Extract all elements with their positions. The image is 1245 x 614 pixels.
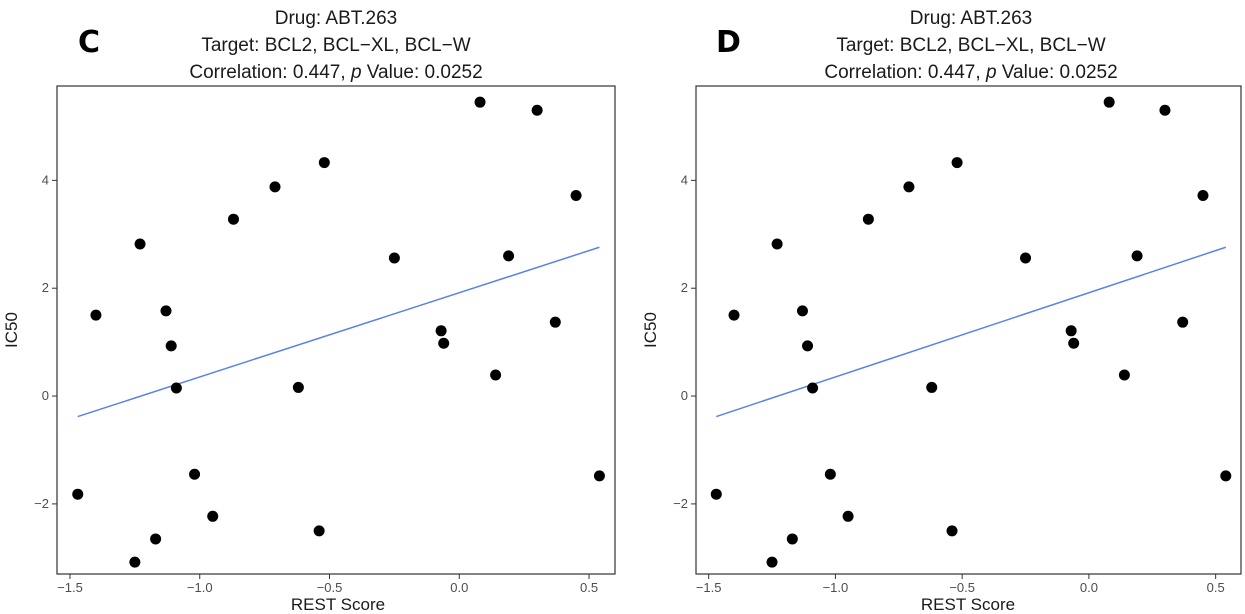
correlation-prefix: Correlation: 0.447, [189,62,351,83]
data-point [490,369,502,381]
data-point [1131,250,1143,262]
data-point [1065,325,1077,337]
scatter-points [72,96,605,568]
x-axis-label: REST Score [921,595,1015,614]
data-point [1220,470,1232,482]
data-point [786,533,798,545]
data-point [1068,337,1080,349]
data-point [766,556,778,568]
data-point [807,382,819,394]
x-tick-label: −1.0 [187,580,213,595]
data-point [90,309,102,321]
correlation-suffix: Value: 0.0252 [362,62,483,83]
data-point [728,309,740,321]
data-point [1103,96,1115,108]
data-point [165,340,177,352]
data-point [170,382,182,394]
plot-frame [56,85,616,575]
fit-line-group [77,246,600,418]
data-point [269,181,281,193]
data-point [796,305,808,317]
p-symbol: p [350,62,362,83]
data-point [824,468,836,480]
x-tick-label: −1.5 [696,580,722,595]
data-point [318,157,330,169]
chart-title-correlation: Correlation: 0.447, p Value: 0.0252 [824,62,1117,83]
scatter-points [710,96,1232,568]
data-point [903,181,915,193]
data-point [1118,369,1130,381]
data-point [951,157,963,169]
data-point [503,250,515,262]
fit-line [716,246,1227,418]
y-tick-label: −2 [34,496,49,511]
x-tick-label: −0.5 [317,580,343,595]
data-point [129,556,141,568]
panel-letter: D [716,25,741,60]
data-point [1020,252,1032,264]
data-point [313,525,325,537]
panel-d: D Drug: ABT.263 Target: BCL2, BCL−XL, BC… [641,8,1242,614]
plot-frame [695,85,1242,575]
x-axis-label: REST Score [291,595,385,614]
data-point [227,213,239,225]
y-axis-label: IC50 [641,312,660,348]
data-point [946,525,958,537]
data-point [531,104,543,116]
data-point [549,316,561,328]
data-point [150,533,162,545]
data-point [1197,189,1209,201]
fit-line [77,246,600,418]
chart-title-correlation: Correlation: 0.447, p Value: 0.0252 [189,62,482,83]
x-tick-label: 0.5 [580,580,598,595]
x-tick-label: 0.0 [1080,580,1098,595]
data-point [1177,316,1189,328]
y-tick-label: 2 [681,280,688,295]
panel-c: C Drug: ABT.263 Target: BCL2, BCL−XL, BC… [2,8,616,614]
chart-title-target: Target: BCL2, BCL−XL, BCL−W [201,35,470,56]
data-point [435,325,447,337]
p-symbol: p [985,62,997,83]
chart-title-target: Target: BCL2, BCL−XL, BCL−W [836,35,1105,56]
x-tick-label: −1.0 [823,580,849,595]
y-tick-label: 0 [42,388,49,403]
y-tick-label: −2 [673,496,688,511]
x-tick-label: 0.5 [1207,580,1225,595]
axis-ticks: −1.5 −1.0 −0.5 0.0 0.5 −2 0 2 4 [34,172,598,595]
y-tick-label: 2 [42,280,49,295]
axis-ticks: −1.5 −1.0 −0.5 0.0 0.5 −2 0 2 4 [673,172,1225,595]
data-point [474,96,486,108]
data-point [862,213,874,225]
data-point [842,510,854,522]
data-point [292,381,304,393]
x-tick-label: −1.5 [57,580,83,595]
chart-title-drug: Drug: ABT.263 [275,8,398,29]
data-point [160,305,172,317]
data-point [388,252,400,264]
data-point [802,340,814,352]
data-point [593,470,605,482]
fit-line-group [716,246,1227,418]
panel-letter: C [78,25,100,60]
y-tick-label: 4 [681,172,688,187]
data-point [926,381,938,393]
y-tick-label: 4 [42,172,49,187]
x-tick-label: 0.0 [450,580,468,595]
data-point [72,488,84,500]
correlation-prefix: Correlation: 0.447, [824,62,986,83]
y-tick-label: 0 [681,388,688,403]
data-point [438,337,450,349]
chart-title-drug: Drug: ABT.263 [910,8,1033,29]
x-tick-label: −0.5 [949,580,975,595]
data-point [134,238,146,250]
data-point [771,238,783,250]
data-point [570,189,582,201]
data-point [189,468,201,480]
correlation-suffix: Value: 0.0252 [997,62,1118,83]
data-point [710,488,722,500]
data-point [1159,104,1171,116]
y-axis-label: IC50 [2,312,21,348]
data-point [207,510,219,522]
